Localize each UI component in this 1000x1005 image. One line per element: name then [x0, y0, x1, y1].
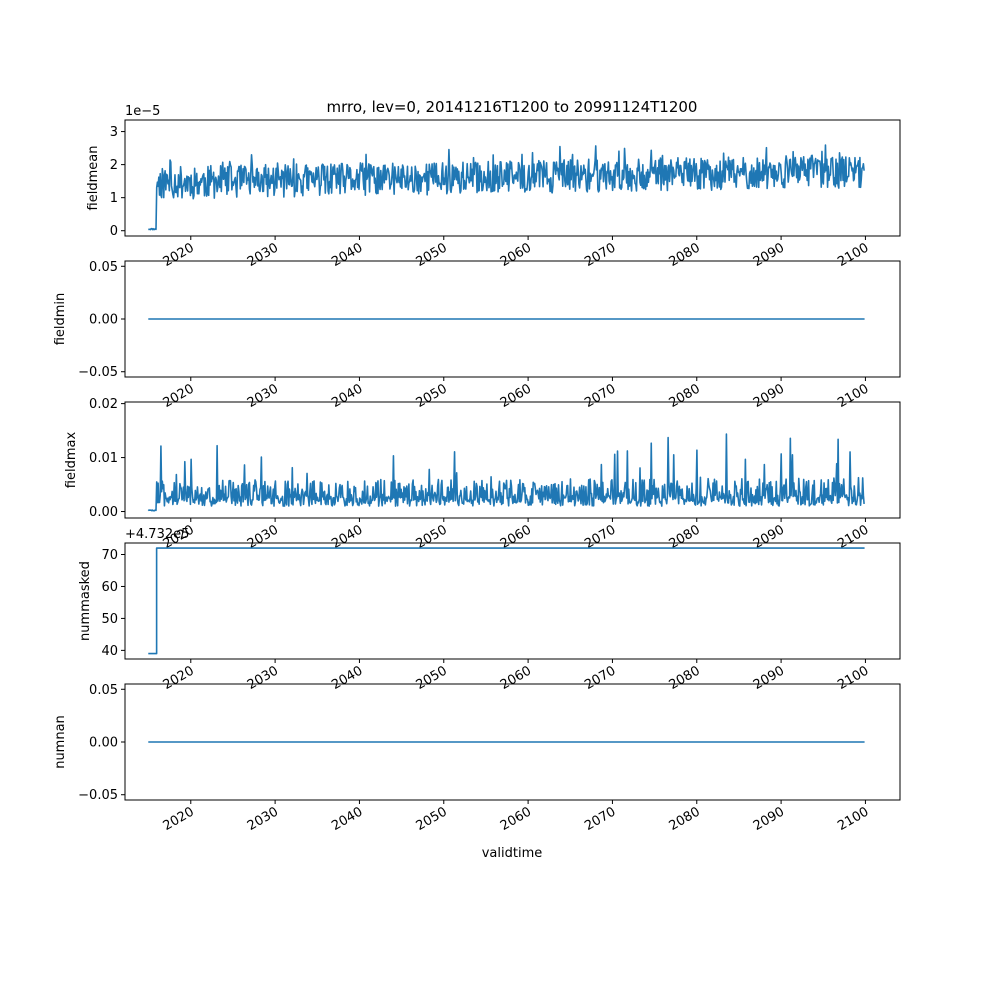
x-tick-label-fieldmin: 2020 [161, 381, 197, 411]
x-tick-label-fieldmean: 2060 [498, 240, 534, 270]
x-tick-label-fieldmean: 2080 [667, 240, 703, 270]
offset-text-fieldmean: 1e−5 [125, 104, 160, 119]
y-axis-label-numnan: numnan [53, 715, 68, 769]
subplot-panels: 0 1 2 3 2020 2030 2040 2050 2060 2070 2080 2090 2100… [53, 104, 901, 834]
y-tick-label-fieldmean: 1 [110, 191, 118, 206]
offset-text-nummasked: +4.732e5 [125, 527, 189, 542]
chart-title: mrro, lev=0, 20141216T1200 to 20991124T1… [327, 98, 698, 116]
x-tick-label-fieldmin: 2040 [329, 381, 365, 411]
y-tick-label-numnan: −0.05 [78, 788, 118, 803]
x-tick-label-numnan: 2070 [582, 804, 618, 834]
subplot-fieldmean: 0 1 2 3 2020 2030 2040 2050 2060 2070 2080 2090 2100… [86, 104, 901, 270]
y-tick-label-fieldmean: 3 [110, 125, 118, 140]
x-tick-label-nummasked: 2030 [245, 663, 281, 693]
x-tick-label-fieldmean: 2020 [161, 240, 197, 270]
x-tick-label-fieldmean: 2040 [329, 240, 365, 270]
x-tick-label-numnan: 2050 [414, 804, 450, 834]
x-tick-label-fieldmin: 2090 [751, 381, 787, 411]
x-tick-label-nummasked: 2100 [835, 663, 871, 693]
x-tick-label-numnan: 2080 [667, 804, 703, 834]
y-tick-label-fieldmax: 0.00 [89, 505, 118, 520]
y-tick-label-fieldmean: 0 [110, 224, 118, 239]
subplot-numnan: −0.05 0.00 0.05 2020 2030 2040 2050 2060 2070 208… [53, 683, 901, 834]
series-line-nummasked [148, 547, 865, 655]
axes-frame-fieldmean [124, 119, 901, 237]
x-tick-label-nummasked: 2020 [161, 663, 197, 693]
x-tick-label-nummasked: 2050 [414, 663, 450, 693]
y-axis-label-nummasked: nummasked [78, 561, 93, 641]
subplot-fieldmin: −0.05 0.00 0.05 2020 2030 2040 2050 2060 2070 208… [53, 260, 901, 411]
x-tick-label-numnan: 2100 [835, 804, 871, 834]
x-tick-label-numnan: 2040 [329, 804, 365, 834]
x-tick-label-fieldmin: 2070 [582, 381, 618, 411]
x-tick-label-numnan: 2060 [498, 804, 534, 834]
y-tick-label-nummasked: 60 [101, 580, 118, 595]
x-tick-label-fieldmin: 2030 [245, 381, 281, 411]
x-tick-label-fieldmean: 2030 [245, 240, 281, 270]
x-tick-label-fieldmean: 2070 [582, 240, 618, 270]
y-tick-label-nummasked: 50 [101, 612, 118, 627]
x-tick-label-fieldmin: 2050 [414, 381, 450, 411]
x-tick-label-fieldmin: 2080 [667, 381, 703, 411]
subplot-nummasked: 40 50 60 70 2020 2030 2040 2050 2060 2070 2080 2090… [78, 527, 901, 693]
x-axis-label: validtime [482, 846, 543, 861]
y-axis-label-fieldmin: fieldmin [53, 293, 68, 346]
series-line-fieldmax [147, 433, 865, 512]
x-tick-label-fieldmean: 2050 [414, 240, 450, 270]
y-tick-label-numnan: 0.00 [89, 736, 118, 751]
y-tick-label-fieldmin: 0.05 [89, 260, 118, 275]
y-axis-label-fieldmax: fieldmax [64, 432, 79, 489]
x-tick-label-numnan: 2090 [751, 804, 787, 834]
y-tick-label-numnan: 0.05 [89, 683, 118, 698]
x-tick-label-fieldmean: 2100 [835, 240, 871, 270]
y-tick-label-nummasked: 70 [101, 548, 118, 563]
x-tick-label-nummasked: 2080 [667, 663, 703, 693]
axes-frame-fieldmax [124, 401, 901, 519]
x-tick-label-numnan: 2020 [161, 804, 197, 834]
series-line-fieldmean [148, 144, 865, 231]
y-tick-label-fieldmean: 2 [110, 158, 118, 173]
x-tick-label-nummasked: 2060 [498, 663, 534, 693]
x-tick-label-fieldmin: 2100 [835, 381, 871, 411]
x-tick-label-fieldmean: 2090 [751, 240, 787, 270]
axes-frame-nummasked [124, 542, 901, 660]
x-tick-label-fieldmin: 2060 [498, 381, 534, 411]
x-tick-label-nummasked: 2070 [582, 663, 618, 693]
y-tick-label-fieldmax: 0.01 [89, 451, 118, 466]
y-tick-label-fieldmax: 0.02 [89, 397, 118, 412]
y-tick-label-nummasked: 40 [101, 644, 118, 659]
y-tick-label-fieldmin: −0.05 [78, 365, 118, 380]
x-tick-label-nummasked: 2040 [329, 663, 365, 693]
x-tick-label-nummasked: 2090 [751, 663, 787, 693]
x-tick-label-numnan: 2030 [245, 804, 281, 834]
y-axis-label-fieldmean: fieldmean [86, 146, 101, 211]
y-tick-label-fieldmin: 0.00 [89, 313, 118, 328]
